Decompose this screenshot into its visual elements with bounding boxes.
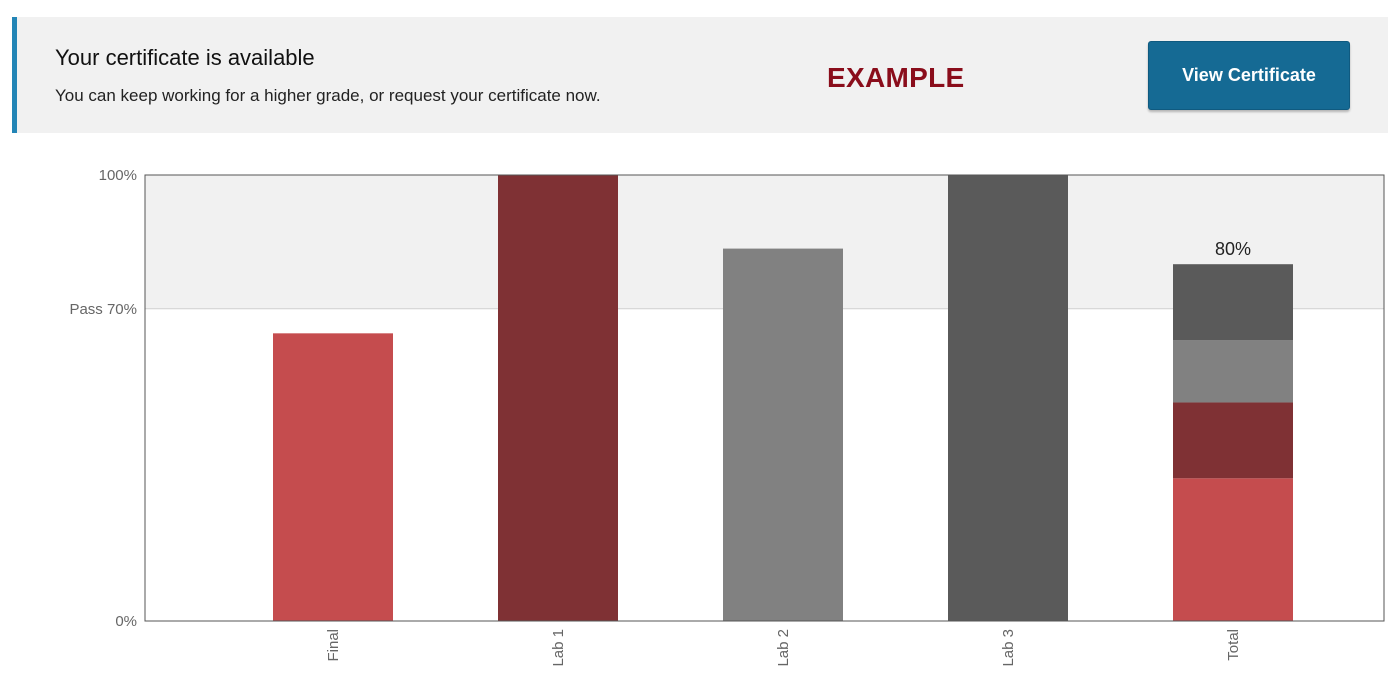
plot-frame — [144, 174, 1385, 622]
y-tick-label: 100% — [99, 167, 137, 184]
bar-lab-3 — [948, 175, 1068, 621]
total-segment-lab-3 — [1173, 264, 1293, 341]
total-segment-lab-2 — [1173, 340, 1293, 403]
certificate-banner: Your certificate is available You can ke… — [12, 17, 1388, 133]
bar-lab-2 — [723, 248, 843, 621]
x-tick-label: Lab 3 — [1000, 629, 1017, 667]
x-tick-label: Lab 1 — [550, 629, 567, 667]
banner-subtitle: You can keep working for a higher grade,… — [55, 86, 601, 105]
y-tick-label: 0% — [115, 613, 137, 630]
bar-lab-1 — [498, 175, 618, 621]
y-tick-label: Pass 70% — [69, 301, 137, 318]
total-segment-lab-1 — [1173, 402, 1293, 479]
example-watermark: EXAMPLE — [827, 62, 965, 93]
view-certificate-button[interactable]: View Certificate — [1148, 41, 1350, 110]
total-value-label: 80% — [1215, 239, 1251, 259]
x-tick-label: Final — [325, 629, 342, 662]
x-tick-label: Lab 2 — [775, 629, 792, 667]
bar-final — [273, 333, 393, 621]
x-tick-label: Total — [1225, 629, 1242, 661]
grade-chart: Final Lab 1 Lab 2 Lab 3 80% Total 0% Pass 70% 10… — [69, 167, 1385, 667]
total-segment-final — [1173, 478, 1293, 621]
banner-title: Your certificate is available — [55, 45, 315, 70]
